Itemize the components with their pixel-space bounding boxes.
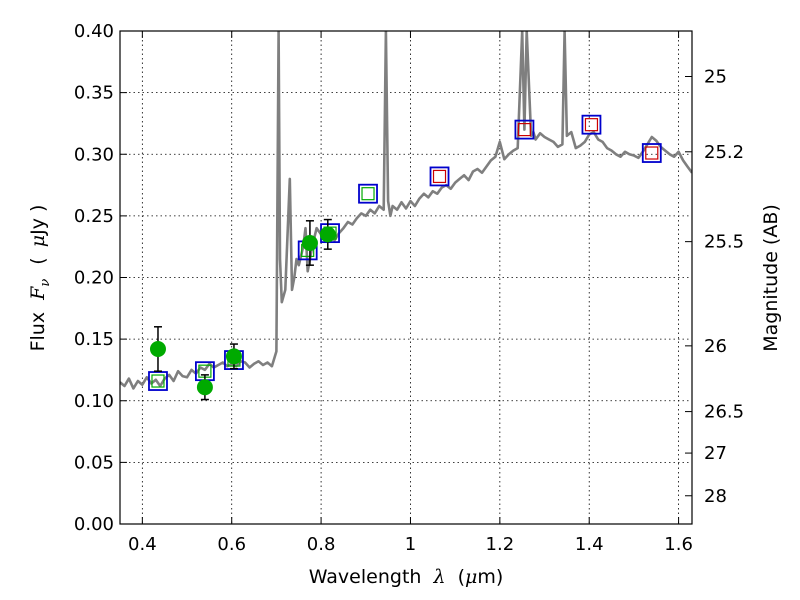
magnitude-tick-label: 27 — [704, 443, 727, 464]
x-axis-ticks: 0.4 0.6 0.8 1 1.2 1.4 1.6 — [128, 31, 693, 555]
observed-point — [149, 340, 166, 357]
observed-point — [301, 234, 318, 251]
optical-model-point-box — [148, 371, 168, 391]
magnitude-tick-label: 25.5 — [704, 232, 744, 253]
nir-model-point-box — [514, 119, 535, 140]
spectrum-layer — [120, 31, 692, 390]
grid-lines — [120, 30, 692, 525]
observed-point — [225, 348, 242, 365]
x-tick-label: 1 — [405, 534, 416, 555]
x-tick-label: 0.4 — [128, 534, 157, 555]
y-tick-label: 0.40 — [74, 21, 114, 42]
magnitude-tick-label: 26.5 — [704, 402, 744, 423]
x-tick-label: 0.6 — [217, 534, 246, 555]
y-axis-title: Flux Fν ( μJy ) — [27, 205, 54, 352]
magnitude-tick-label: 28 — [704, 486, 727, 507]
magnitude-tick-label: 25 — [704, 67, 727, 88]
spectrum-line — [120, 31, 692, 390]
y-tick-label: 0.35 — [74, 83, 114, 104]
model-photometry-layer — [148, 114, 662, 391]
magnitude-tick-label: 26 — [704, 336, 727, 357]
x-tick-label: 0.8 — [307, 534, 336, 555]
nir-model-point-inner — [432, 169, 447, 184]
y-tick-label: 0.30 — [74, 144, 114, 165]
magnitude-tick-label: 25.2 — [704, 142, 744, 163]
optical-model-point-box — [358, 183, 378, 204]
optical-model-point-inner — [361, 187, 375, 201]
y-axis-ticks: 0.00 0.05 0.10 0.15 0.20 0.25 0.30 0.35 0.40 — [74, 21, 127, 535]
magnitude-axis-title: Magnitude (AB) — [760, 204, 782, 352]
observed-point — [319, 226, 336, 243]
y-tick-label: 0.10 — [74, 391, 114, 412]
x-tick-label: 1.6 — [664, 534, 693, 555]
x-tick-label: 1.4 — [575, 534, 604, 555]
nir-model-point-inner — [584, 118, 599, 132]
y-tick-label: 0.15 — [74, 329, 114, 350]
y-tick-label: 0.20 — [74, 268, 114, 289]
observed-point — [196, 379, 213, 396]
nir-model-point-box — [641, 143, 662, 163]
magnitude-axis-ticks: 25 25.2 25.5 26 26.5 27 28 — [685, 67, 744, 507]
y-tick-label: 0.00 — [74, 514, 114, 535]
optical-model-point-inner — [151, 374, 165, 388]
y-tick-label: 0.25 — [74, 206, 114, 227]
nir-model-point-box — [581, 114, 602, 135]
y-tick-label: 0.05 — [74, 452, 114, 473]
x-axis-title: Wavelength λ (μm) — [309, 566, 504, 588]
observed-photometry-layer — [149, 218, 336, 401]
x-tick-label: 1.2 — [486, 534, 515, 555]
nir-model-point-inner — [517, 122, 532, 137]
nir-model-point-inner — [645, 146, 659, 160]
nir-model-point-box — [429, 166, 450, 187]
